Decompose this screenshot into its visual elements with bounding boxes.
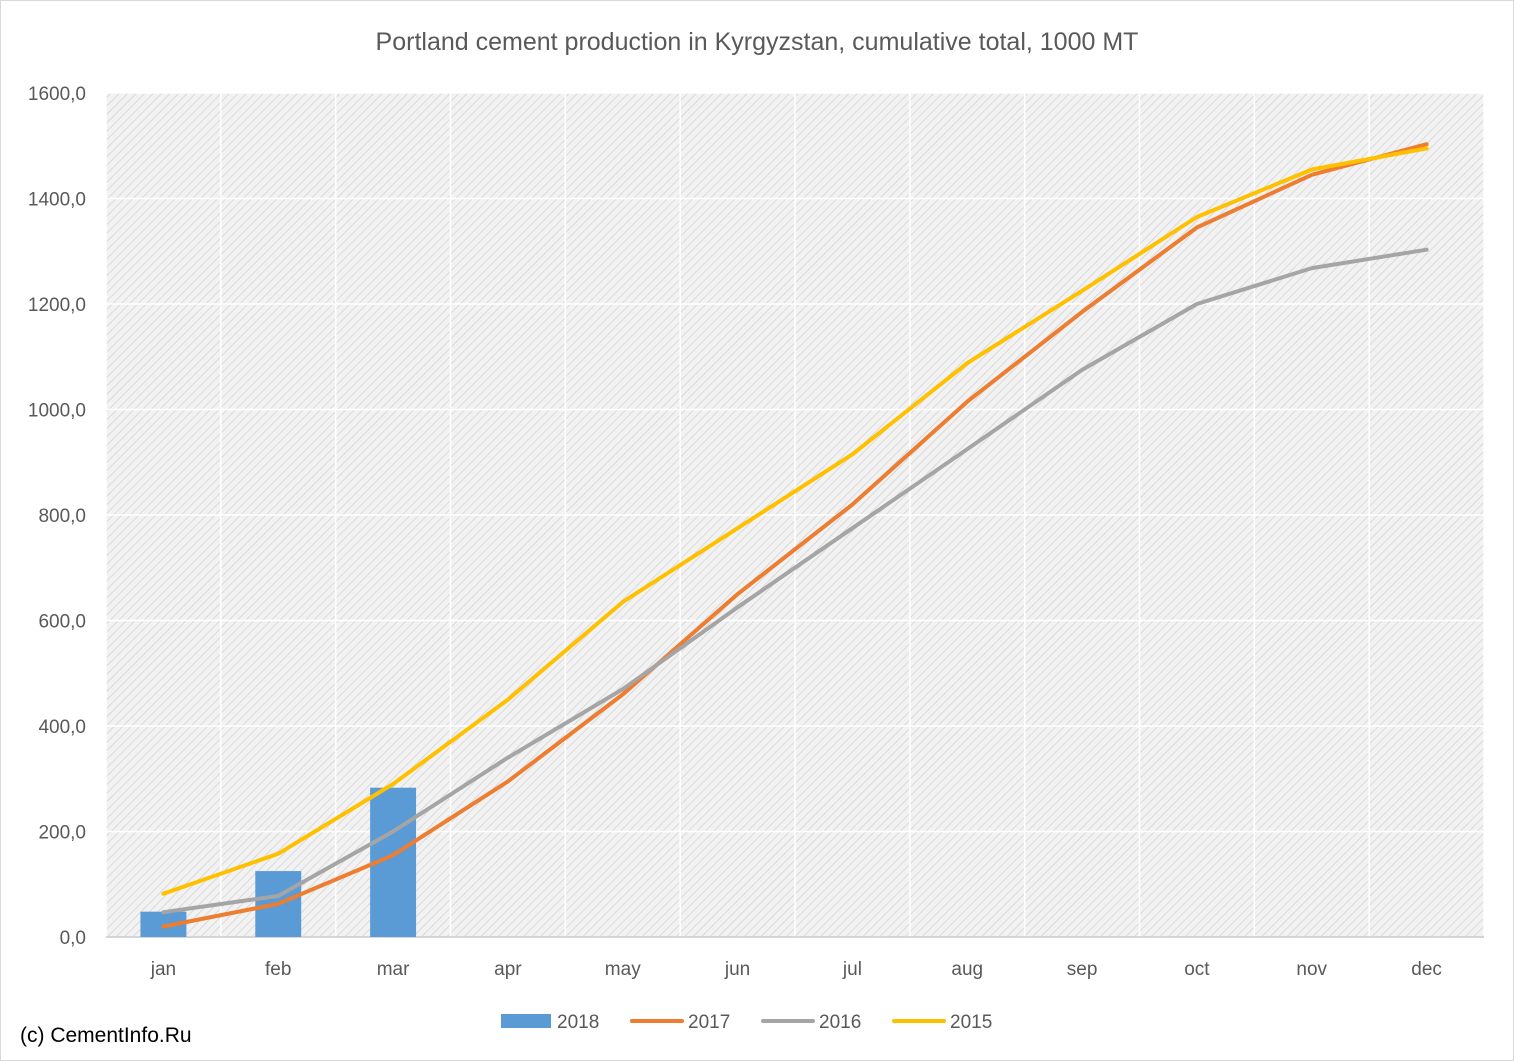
x-tick-label: oct (1184, 959, 1210, 980)
legend-label-2017: 2017 (688, 1012, 730, 1033)
legend-label-2015: 2015 (950, 1012, 992, 1033)
x-tick-label: feb (265, 959, 291, 980)
x-tick-label: apr (494, 959, 522, 980)
x-tick-label: jun (724, 959, 750, 980)
y-axis-ticks: 0,0 200,0 400,0 600,0 800,0 1000,0 1200,0 1400,… (28, 84, 86, 949)
y-tick-label: 1400,0 (28, 190, 86, 211)
legend: 2018 2017 2016 2015 (501, 1012, 992, 1033)
y-tick-label: 0,0 (60, 928, 86, 949)
x-tick-label: nov (1296, 959, 1327, 980)
x-tick-label: dec (1411, 959, 1442, 980)
line-2017 (161, 142, 1429, 929)
y-tick-label: 600,0 (38, 612, 86, 633)
x-axis-ticks: jan feb mar apr may jun jul aug sep oct nov dec (150, 959, 1442, 980)
x-tick-label: jul (842, 959, 862, 980)
line-2015 (161, 146, 1429, 896)
x-tick-label: mar (377, 959, 410, 980)
x-tick-label: sep (1067, 959, 1098, 980)
gridlines (105, 92, 1485, 938)
y-tick-label: 200,0 (38, 823, 86, 844)
x-tick-label: may (605, 959, 641, 980)
x-tick-label: jan (150, 959, 176, 980)
legend-label-2016: 2016 (819, 1012, 861, 1033)
chart-title: Portland cement production in Kyrgyzstan… (376, 28, 1139, 56)
y-tick-label: 400,0 (38, 717, 86, 738)
credit-text: (c) CementInfo.Ru (20, 1024, 192, 1047)
y-tick-label: 1200,0 (28, 295, 86, 316)
y-tick-label: 1000,0 (28, 401, 86, 422)
y-tick-label: 1600,0 (28, 84, 86, 105)
legend-swatch-2018 (501, 1014, 551, 1028)
line-series (161, 142, 1429, 929)
y-tick-label: 800,0 (38, 506, 86, 527)
x-tick-label: aug (951, 959, 983, 980)
line-2016 (161, 247, 1429, 915)
legend-label-2018: 2018 (557, 1012, 599, 1033)
